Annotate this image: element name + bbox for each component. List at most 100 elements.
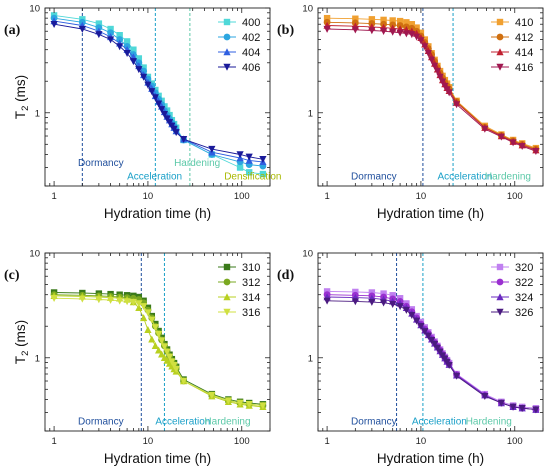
- x-tick-label: 100: [234, 436, 250, 447]
- x-tick-label: 100: [234, 191, 250, 202]
- series-line-412: [327, 21, 537, 150]
- data-point: [106, 36, 115, 44]
- y-tick-label: 10: [302, 4, 313, 15]
- data-point: [417, 323, 425, 331]
- phase-label: Hardening: [174, 158, 220, 169]
- y-axis-label-unit: (ms): [13, 75, 28, 106]
- legend-marker: [223, 18, 231, 26]
- data-point: [155, 100, 163, 108]
- data-point: [352, 15, 359, 22]
- data-point: [396, 17, 404, 25]
- legend-entry: 310: [242, 262, 260, 274]
- data-point: [116, 297, 124, 305]
- data-point: [123, 50, 131, 58]
- data-point: [402, 30, 410, 38]
- y-axis-label: T2 (ms): [13, 75, 31, 119]
- panel-label: (a): [4, 23, 21, 38]
- data-point: [445, 361, 453, 369]
- legend-entry: 316: [242, 307, 260, 319]
- data-point: [509, 403, 517, 411]
- legend-marker: [496, 263, 504, 271]
- data-point: [163, 115, 171, 123]
- data-point: [323, 297, 331, 305]
- data-point: [351, 26, 359, 34]
- data-point: [148, 335, 156, 343]
- phase-label: Hardening: [485, 172, 531, 183]
- data-point: [389, 17, 396, 24]
- data-point: [107, 25, 114, 33]
- data-point: [129, 298, 137, 306]
- phase-label: Hardening: [466, 417, 512, 428]
- chart-panel-3: 1 10 100 1 10 Hydration time (h) (d) Dormancy Ac…: [277, 249, 544, 466]
- legend-marker: [223, 293, 231, 301]
- data-point: [413, 317, 421, 325]
- data-point: [135, 303, 143, 311]
- data-point: [421, 43, 429, 51]
- y-axis-label: T2 (ms): [13, 320, 31, 364]
- data-point: [421, 328, 429, 336]
- x-axis-label: Hydration time (h): [377, 451, 484, 466]
- data-point: [140, 314, 148, 322]
- data-point: [436, 73, 444, 81]
- data-point: [50, 295, 58, 303]
- data-point: [259, 156, 267, 164]
- legend-entry: 416: [515, 62, 533, 74]
- legend-marker: [223, 48, 231, 56]
- legend-entry: 400: [242, 17, 260, 29]
- data-point: [532, 147, 540, 155]
- data-point: [165, 119, 174, 127]
- data-point: [155, 330, 163, 338]
- data-point: [245, 169, 253, 176]
- data-point: [436, 348, 444, 356]
- legend-entry: 410: [515, 17, 533, 29]
- data-point: [135, 55, 143, 62]
- legend-entry: 322: [515, 277, 533, 289]
- x-tick-label: 1: [51, 191, 56, 202]
- data-point: [151, 324, 159, 332]
- x-tick-label: 10: [143, 436, 154, 447]
- data-point: [78, 25, 86, 33]
- data-point: [95, 31, 103, 39]
- y-axis-label-subscript: 2: [20, 351, 31, 356]
- y-tick-label: 10: [29, 4, 40, 15]
- data-point: [78, 295, 86, 303]
- data-point: [208, 145, 216, 153]
- phase-label: Acceleration: [437, 172, 492, 183]
- data-point: [323, 14, 331, 22]
- panel-label: (c): [4, 268, 20, 283]
- data-point: [413, 24, 420, 31]
- data-point: [170, 361, 178, 369]
- legend-marker: [496, 18, 504, 26]
- legend-marker: [496, 308, 504, 316]
- data-point: [452, 372, 461, 380]
- y-tick-label: 1: [308, 353, 313, 364]
- data-point: [351, 298, 359, 306]
- legend-entry: 326: [515, 307, 533, 319]
- data-point: [368, 27, 376, 35]
- y-tick-label: 10: [302, 249, 313, 260]
- series-line-326: [327, 300, 536, 411]
- data-point: [417, 37, 425, 45]
- phase-label: Dormancy: [78, 158, 124, 169]
- data-point: [144, 309, 152, 317]
- data-point: [428, 56, 436, 64]
- x-tick-label: 10: [143, 191, 154, 202]
- phase-label: Hardening: [204, 417, 250, 428]
- legend-marker: [496, 33, 504, 41]
- x-tick-label: 1: [324, 436, 329, 447]
- x-tick-label: 100: [507, 436, 523, 447]
- data-point: [433, 67, 442, 75]
- data-point: [424, 332, 432, 340]
- phase-label: Dormancy: [78, 417, 124, 428]
- data-point: [445, 89, 453, 97]
- data-point: [259, 402, 267, 410]
- chart-panel-1: 1 10 100 1 10 Hydration time (h) (b) Dormancy Ac…: [277, 4, 544, 221]
- y-axis-label-main: T: [13, 356, 28, 364]
- data-point: [151, 94, 159, 102]
- data-point: [158, 106, 166, 114]
- data-point: [396, 303, 404, 311]
- data-point: [155, 346, 163, 354]
- legend-marker: [496, 278, 504, 286]
- data-point: [389, 28, 397, 36]
